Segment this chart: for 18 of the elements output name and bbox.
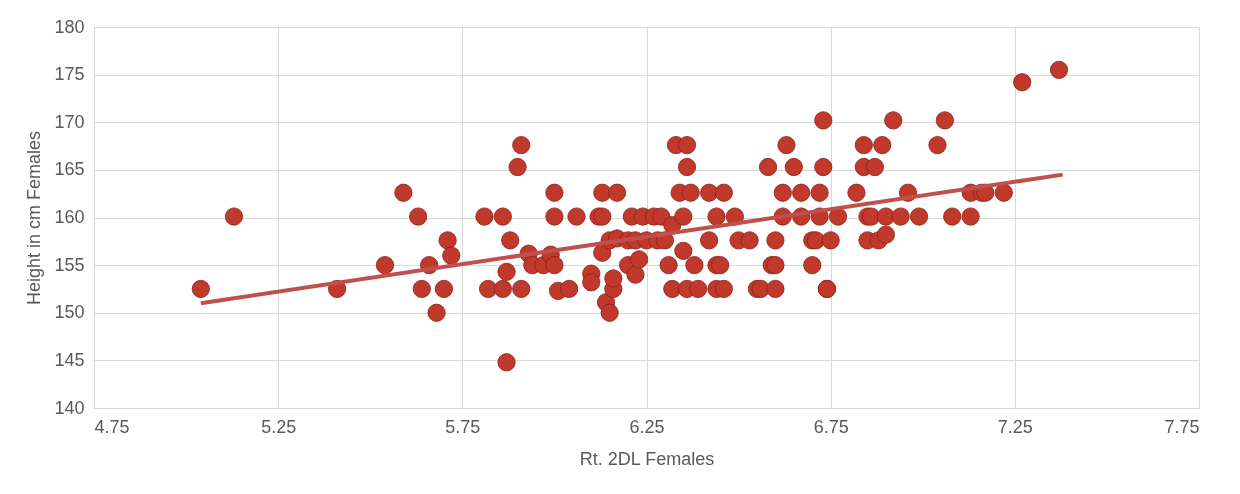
y-tick-label: 150 [54,302,85,323]
x-tick-label: 7.25 [997,416,1033,437]
x-axis-title: Rt. 2DL Females [579,448,715,469]
y-tick-label: 140 [54,397,85,418]
y-tick-label: 180 [54,16,85,37]
x-tick-label: 6.75 [813,416,849,437]
x-tick-label: 6.25 [629,416,665,437]
x-tick-label: 5.25 [261,416,297,437]
y-tick-label: 175 [54,64,85,85]
x-tick-label: 5.75 [445,416,481,437]
y-axis-title: Height in cm Females [24,130,45,306]
y-tick-label: 170 [54,111,85,132]
y-tick-label: 155 [54,254,85,275]
x-tick-label: 7.75 [1164,416,1200,437]
y-tick-label: 160 [54,207,85,227]
y-tick-label: 145 [54,349,85,370]
x-tick-label: 4.75 [94,416,130,437]
y-tick-label: 165 [54,159,85,180]
